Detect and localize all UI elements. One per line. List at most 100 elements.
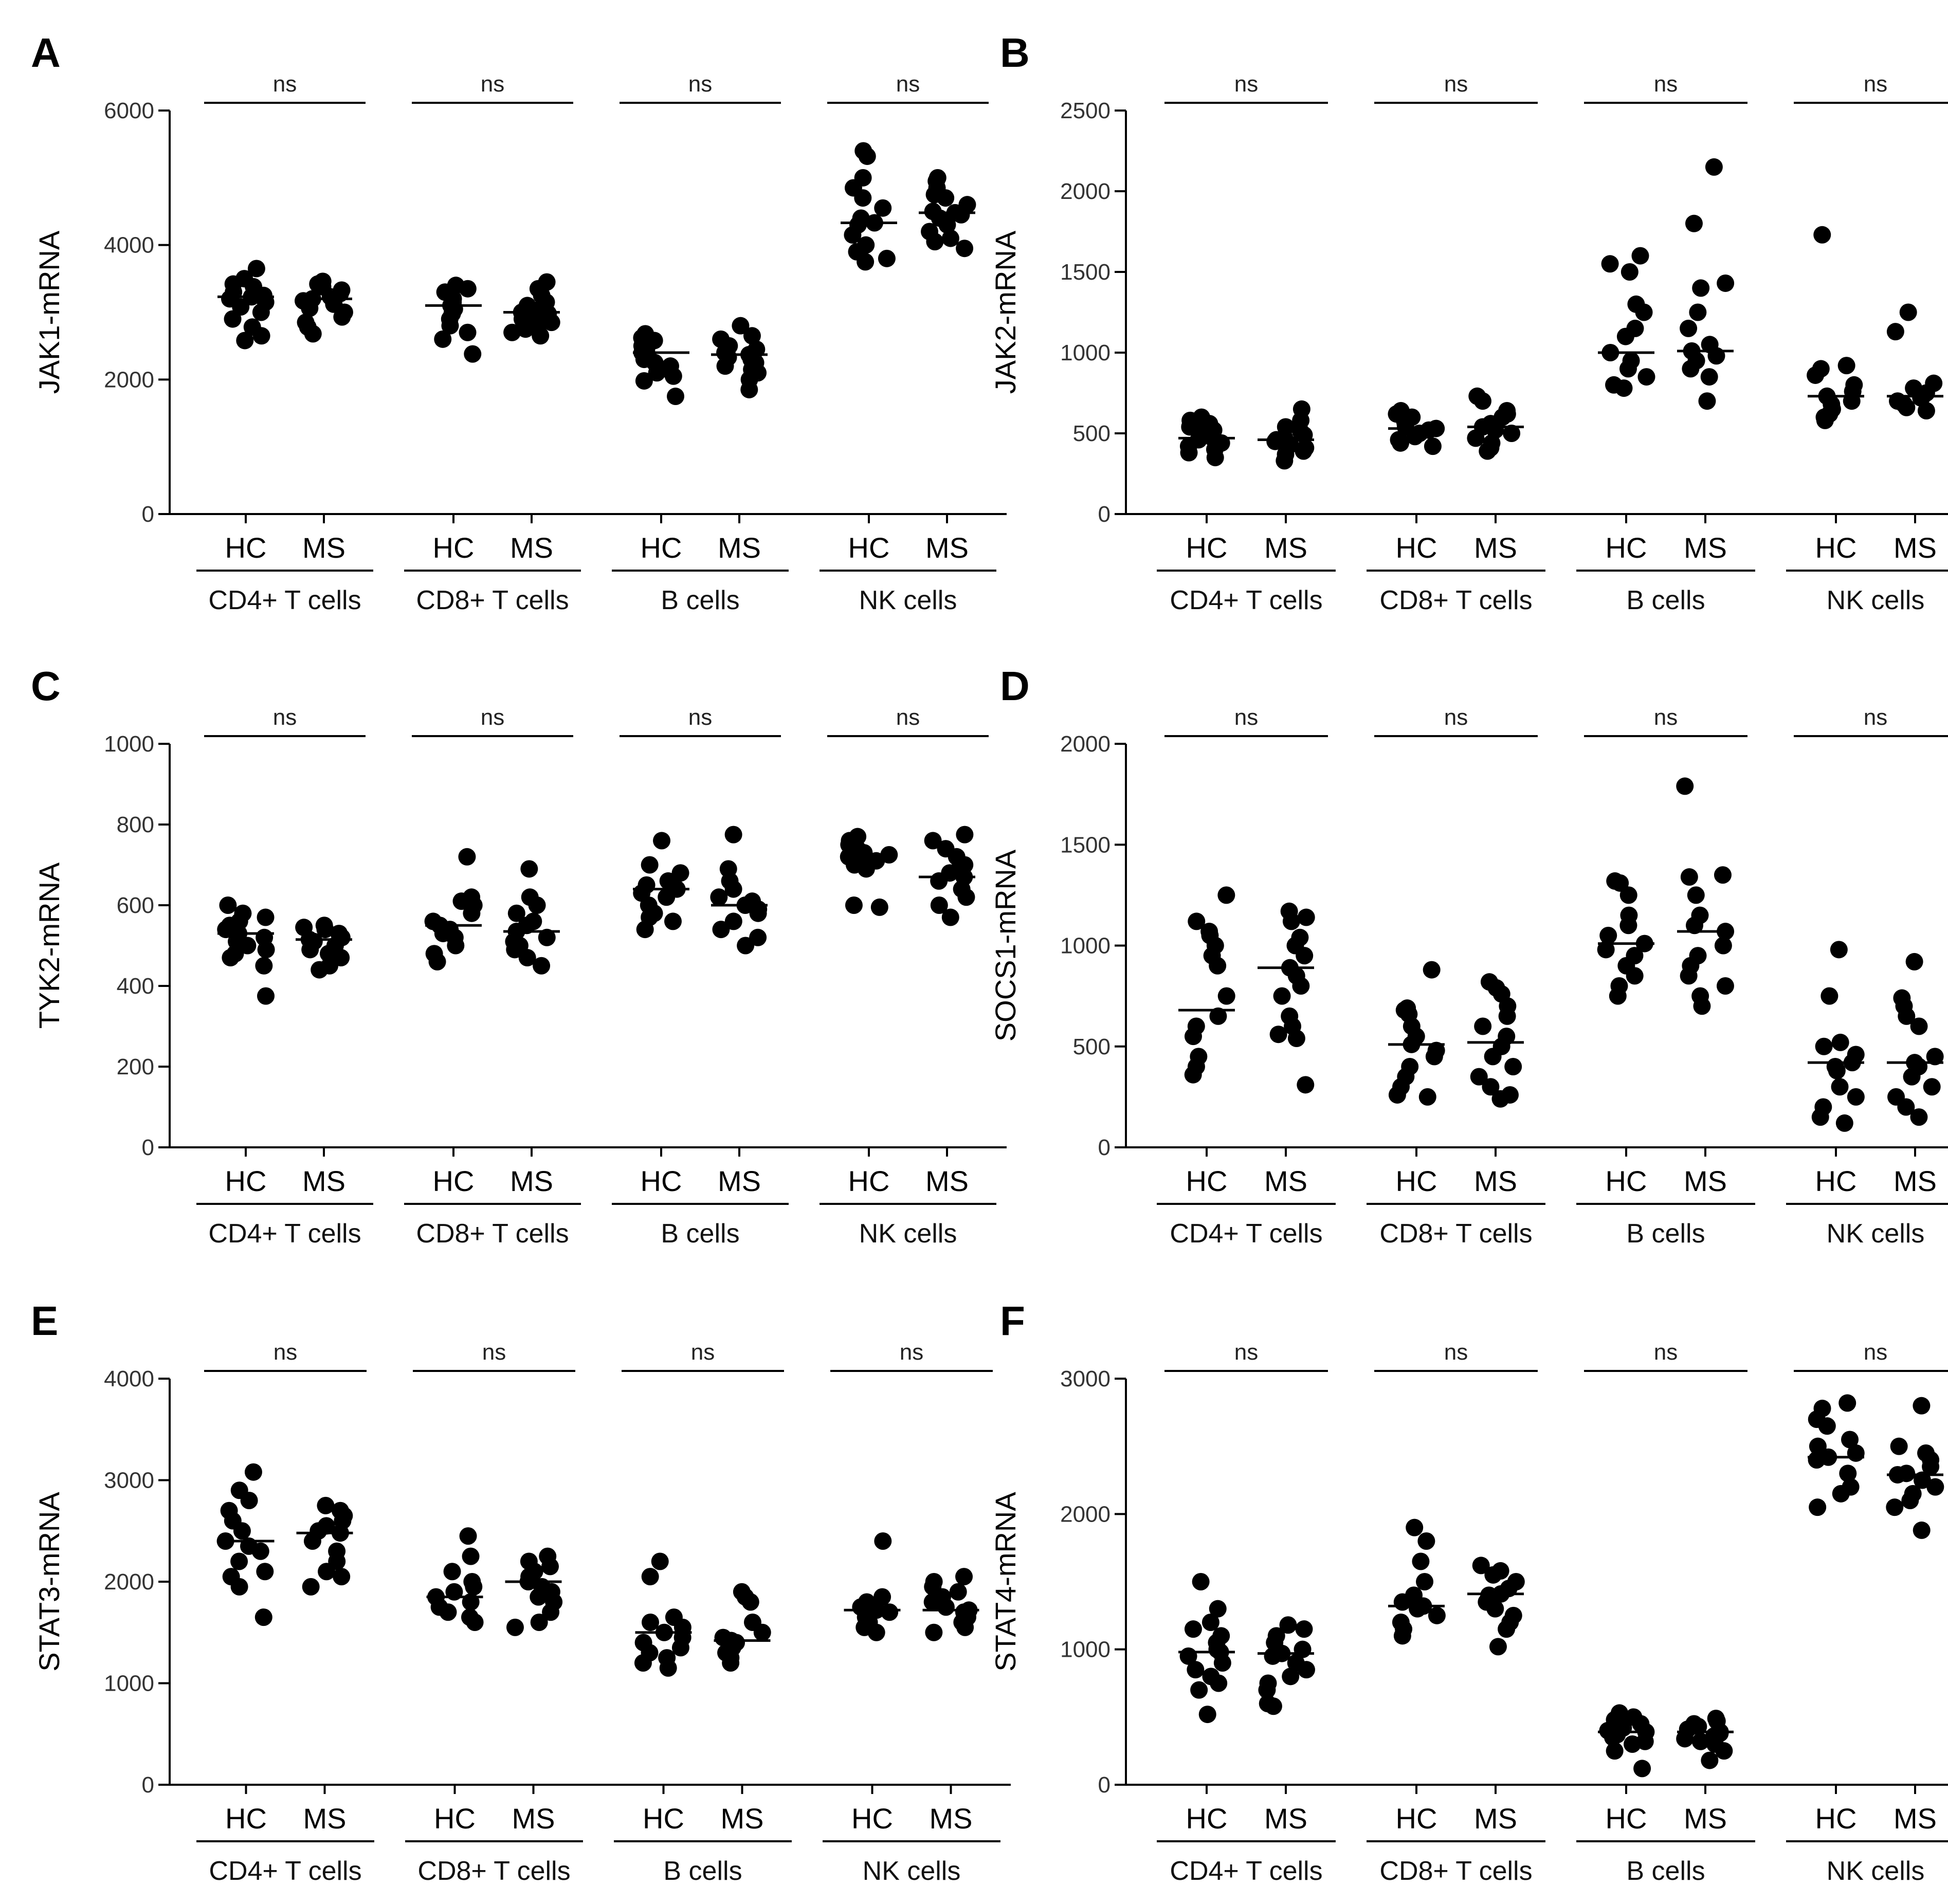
condition-label: MS [925,532,969,564]
data-point [749,904,767,922]
data-point [659,1659,677,1677]
data-point [1297,1076,1315,1094]
data-point [1424,437,1442,455]
significance-label: ns [896,71,920,97]
data-point [1637,368,1655,386]
data-point [1180,444,1198,462]
data-point [1705,158,1723,176]
condition-label: HC [848,1165,890,1197]
data-point [233,1522,251,1540]
group-label: NK cells [863,1856,961,1886]
data-point [216,1532,234,1550]
data-point [465,1578,483,1596]
y-tick-label: 500 [1073,1034,1110,1059]
condition-label: MS [718,532,761,564]
y-tick-label: 4000 [104,1366,154,1392]
data-point [858,147,876,165]
data-point [1809,1498,1827,1516]
data-point [1601,255,1619,273]
data-point [1489,1638,1507,1656]
data-point [458,848,476,866]
data-point [530,1614,548,1631]
data-point [304,325,322,343]
condition-label: HC [851,1802,893,1835]
data-point [257,941,275,959]
data-point [1187,1661,1205,1679]
condition-label: MS [721,1802,764,1835]
data-point [506,941,524,959]
data-point [1388,1086,1406,1104]
condition-label: HC [433,1165,475,1197]
data-point [1403,1035,1421,1053]
group-label: NK cells [1827,585,1925,615]
group-label: CD8+ T cells [417,1856,570,1886]
data-point [1190,1681,1208,1699]
condition-label: HC [434,1802,476,1835]
data-point [941,908,959,926]
data-point [1482,1078,1500,1096]
data-point [311,961,329,979]
y-tick-label: 1000 [1060,1637,1110,1662]
group-label: B cells [661,1219,739,1249]
data-point [1184,1028,1202,1046]
data-point [1294,1640,1312,1658]
data-point [1676,777,1694,795]
condition-label: HC [1606,532,1647,564]
data-point [1264,1697,1282,1715]
data-point [1484,1048,1502,1066]
y-axis-label: SOCS1-mRNA [989,849,1022,1041]
data-point [1276,452,1294,470]
data-point [1832,1485,1850,1503]
data-point [1693,997,1711,1015]
y-tick-label: 200 [117,1054,154,1079]
data-point [1820,987,1838,1005]
data-point [333,308,351,326]
y-axis-label: JAK2-mRNA [989,230,1022,394]
data-point [302,1578,320,1596]
condition-label: HC [848,532,890,564]
data-point [1843,1054,1861,1072]
data-point [655,1623,673,1641]
data-point [1269,1026,1287,1043]
data-point [1217,886,1235,904]
condition-label: MS [1894,1802,1937,1835]
data-point [530,1588,548,1606]
data-point [870,898,888,916]
condition-label: MS [510,532,553,564]
data-point [641,856,659,874]
panel-letter: C [31,663,61,709]
data-point [857,253,875,271]
significance-label: ns [1444,1340,1468,1365]
data-point [1890,1437,1908,1455]
data-point [1816,411,1834,429]
data-point [1707,347,1725,365]
significance-label: ns [688,705,712,730]
data-point [1635,935,1653,953]
data-point [1282,912,1300,930]
condition-label: MS [512,1802,555,1835]
data-point [1473,392,1491,410]
condition-label: MS [510,1165,553,1197]
data-point [542,314,560,332]
data-point [874,1532,892,1550]
y-tick-label: 3000 [104,1468,154,1493]
condition-label: HC [225,1165,267,1197]
panel-c: C TYK2-mRNA 0 200 400 600 800 1000 ns HC MS CD4+ T … [31,663,1007,1249]
group-label: CD8+ T cells [416,585,569,615]
significance-label: ns [273,705,297,730]
data-point [1818,1417,1836,1435]
panel-e: E STAT3-mRNA 0 1000 2000 3000 4000 ns HC MS CD4+ T… [31,1298,1011,1886]
panel-letter: F [1000,1298,1025,1344]
group-label: B cells [663,1856,742,1886]
data-point [1418,1088,1436,1106]
data-point [252,327,270,345]
data-point [459,323,477,341]
data-point [1393,1593,1411,1611]
group-label: CD8+ T cells [1379,585,1532,615]
condition-label: HC [1815,1802,1857,1835]
data-point [1619,886,1637,904]
data-point [230,1552,248,1570]
group-label: CD4+ T cells [209,1856,361,1886]
data-point [1619,360,1637,378]
data-point [724,880,742,898]
